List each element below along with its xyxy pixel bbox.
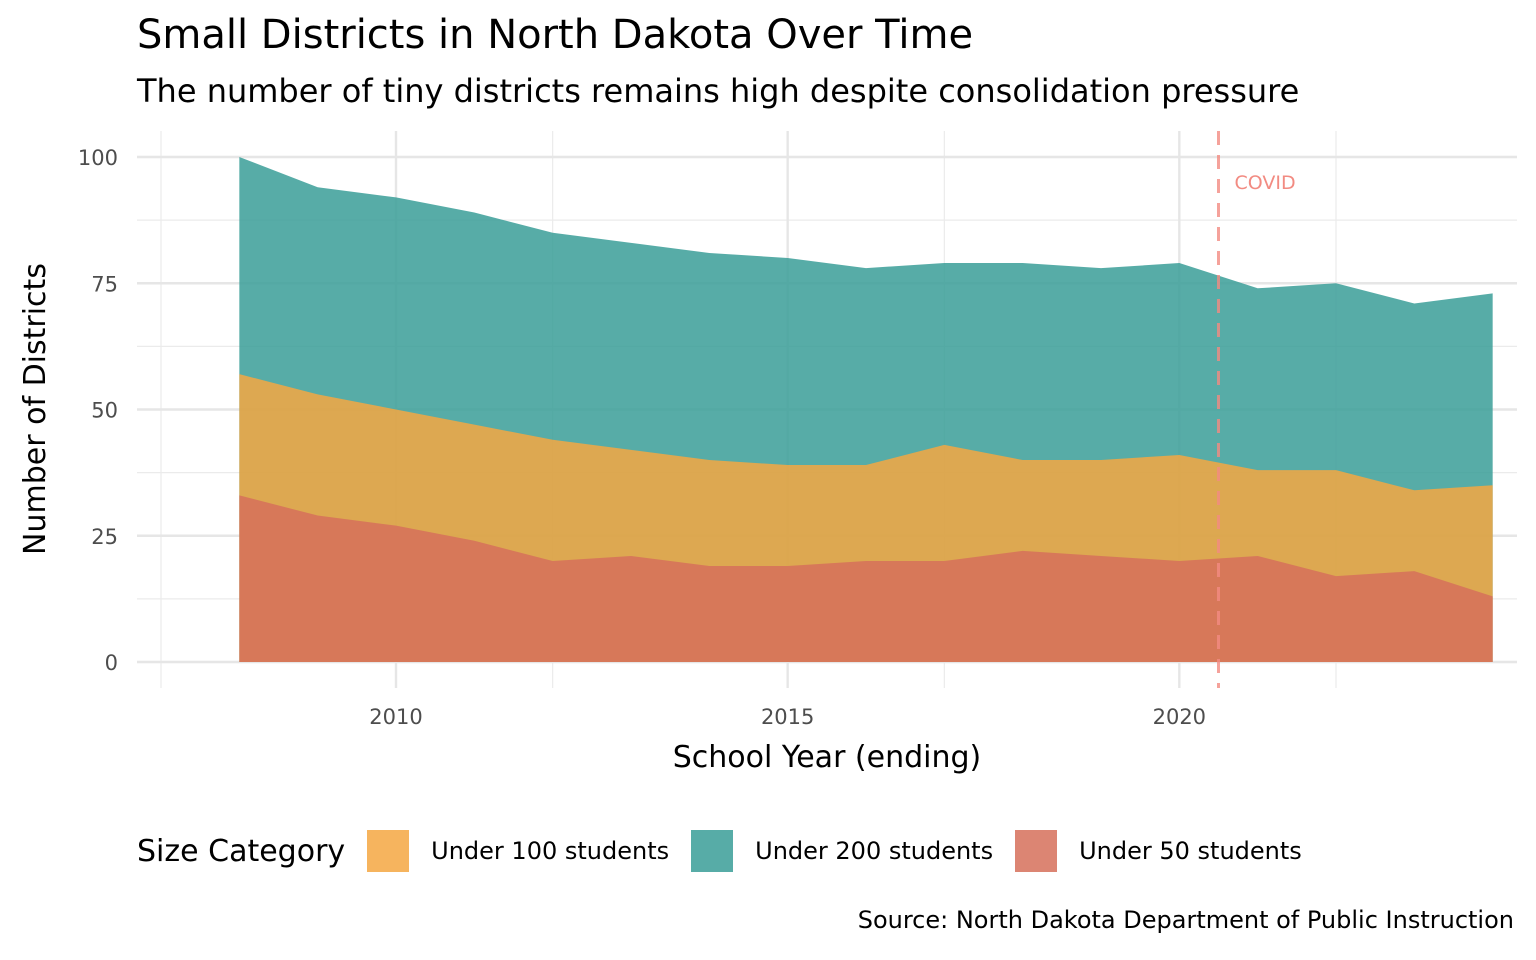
area-chart: COVID 0 25 50 75 100 2010 2015 2020 School Year… bbox=[18, 131, 1517, 775]
tick-labels: 0 25 50 75 100 2010 2015 2020 bbox=[78, 146, 1206, 729]
chart-title: Small Districts in North Dakota Over Tim… bbox=[137, 12, 974, 58]
area-under-50-students bbox=[239, 495, 1493, 662]
y-tick-label: 100 bbox=[78, 146, 118, 170]
legend-title: Size Category bbox=[137, 833, 346, 869]
x-axis-title: School Year (ending) bbox=[673, 740, 982, 775]
x-tick-label: 2010 bbox=[369, 705, 422, 729]
legend-label-under-200: Under 200 students bbox=[755, 837, 994, 865]
y-axis-title: Number of Districts bbox=[18, 263, 53, 555]
area-layer bbox=[239, 157, 1493, 662]
y-tick-label: 75 bbox=[91, 272, 118, 296]
legend-key-under-100 bbox=[367, 830, 410, 872]
legend-item-under-100: Under 100 students bbox=[367, 830, 669, 872]
legend-key-under-200 bbox=[691, 830, 734, 872]
legend: Size Category Under 100 students Under 2… bbox=[137, 830, 1302, 872]
x-tick-label: 2015 bbox=[761, 705, 814, 729]
y-tick-label: 25 bbox=[91, 525, 118, 549]
legend-label-under-50: Under 50 students bbox=[1079, 837, 1302, 865]
annotation-layer: COVID bbox=[1217, 131, 1296, 688]
legend-key-under-50 bbox=[1015, 830, 1058, 872]
source-caption: Source: North Dakota Department of Publi… bbox=[857, 906, 1514, 934]
x-tick-label: 2020 bbox=[1153, 705, 1206, 729]
legend-item-under-200: Under 200 students bbox=[691, 830, 993, 872]
legend-label-under-100: Under 100 students bbox=[431, 837, 670, 865]
legend-item-under-50: Under 50 students bbox=[1015, 830, 1302, 872]
y-tick-label: 50 bbox=[91, 399, 118, 423]
y-tick-label: 0 bbox=[105, 651, 118, 675]
chart-subtitle: The number of tiny districts remains hig… bbox=[137, 72, 1300, 110]
covid-label: COVID bbox=[1235, 172, 1296, 194]
